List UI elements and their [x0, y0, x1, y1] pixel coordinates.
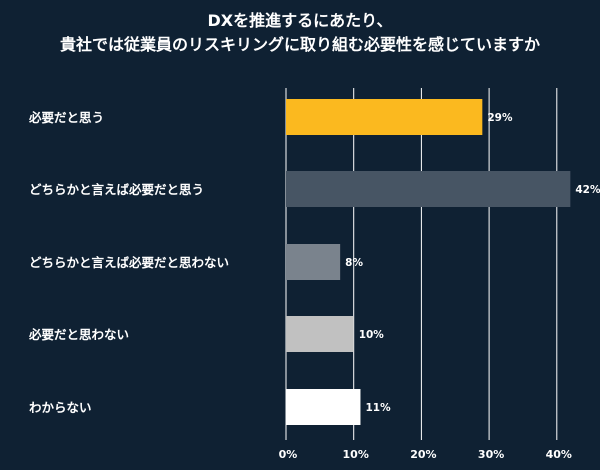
bars	[286, 99, 571, 425]
x-tick-label: 0%	[279, 448, 298, 461]
bar-2	[286, 171, 571, 207]
x-tick-label: 20%	[410, 448, 436, 461]
value-label: 42%	[575, 184, 600, 196]
value-label: 11%	[365, 402, 391, 414]
category-labels: 必要だと思うどちらかと言えば必要だと思うどちらかと言えば必要だと思わない必要だと…	[28, 110, 229, 415]
value-label: 29%	[487, 112, 513, 124]
x-tick-label: 10%	[343, 448, 369, 461]
value-label: 10%	[359, 329, 385, 341]
x-tick-label: 40%	[546, 448, 572, 461]
bar-4	[286, 316, 354, 352]
category-label: どちらかと言えば必要だと思わない	[29, 255, 229, 270]
category-label: わからない	[29, 400, 92, 415]
value-labels: 29% 42% 8% 10% 11%	[345, 112, 600, 414]
x-axis-tick-labels: 0% 10% 20% 30% 40%	[279, 448, 572, 461]
category-label: 必要だと思う	[28, 110, 104, 125]
chart-title-line-1: DXを推進するにあたり、	[208, 11, 393, 30]
value-label: 8%	[345, 257, 363, 269]
bar-1	[286, 99, 483, 135]
bar-5	[286, 389, 361, 425]
x-tick-label: 30%	[478, 448, 504, 461]
chart-title-line-2: 貴社では従業員のリスキリングに取り組む必要性を感じていますか	[60, 35, 540, 54]
category-label: 必要だと思わない	[28, 327, 129, 342]
category-label: どちらかと言えば必要だと思う	[29, 182, 204, 197]
bar-3	[286, 244, 341, 280]
grid-lines	[285, 88, 558, 440]
